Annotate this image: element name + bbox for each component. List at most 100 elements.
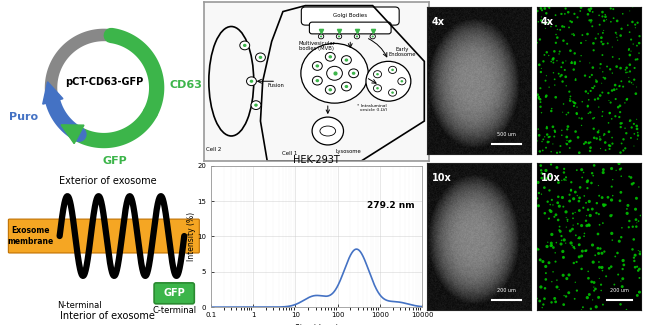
Point: [594, 65, 605, 71]
Text: Interior of exosome: Interior of exosome: [60, 311, 155, 321]
Point: [594, 128, 604, 133]
Point: [555, 150, 565, 155]
FancyBboxPatch shape: [302, 7, 399, 25]
Point: [586, 180, 597, 186]
Point: [564, 192, 575, 197]
Point: [589, 115, 600, 120]
Point: [576, 123, 587, 128]
Point: [561, 141, 572, 147]
Point: [543, 20, 553, 25]
Point: [595, 137, 606, 142]
Point: [589, 135, 600, 140]
Text: Golgi Bodies: Golgi Bodies: [333, 13, 367, 19]
Point: [563, 139, 574, 145]
Point: [608, 193, 618, 198]
Point: [572, 168, 582, 173]
Point: [545, 209, 556, 214]
Point: [552, 200, 563, 205]
Point: [541, 270, 551, 276]
Circle shape: [370, 34, 375, 39]
Point: [588, 41, 599, 46]
Point: [549, 129, 560, 135]
Point: [634, 275, 645, 280]
Point: [632, 133, 643, 138]
Point: [535, 99, 546, 105]
Circle shape: [344, 58, 348, 62]
Point: [586, 88, 596, 94]
Point: [533, 203, 544, 208]
Point: [535, 6, 546, 11]
Circle shape: [401, 80, 403, 83]
Point: [561, 175, 572, 180]
Point: [570, 233, 581, 238]
Point: [579, 231, 590, 236]
Point: [574, 195, 585, 201]
Point: [590, 77, 601, 83]
Point: [616, 26, 627, 31]
X-axis label: Size (d.nm): Size (d.nm): [295, 324, 338, 325]
Point: [594, 222, 605, 227]
Point: [595, 246, 606, 251]
Point: [565, 187, 576, 192]
Point: [592, 246, 603, 251]
Point: [568, 67, 579, 72]
Point: [570, 51, 580, 56]
Point: [602, 195, 613, 200]
Point: [583, 91, 594, 96]
Point: [555, 74, 565, 79]
Point: [557, 60, 568, 65]
Point: [588, 173, 598, 178]
Point: [541, 168, 551, 173]
Point: [546, 59, 557, 64]
Point: [550, 250, 561, 255]
Point: [627, 224, 638, 229]
Point: [534, 62, 545, 67]
Polygon shape: [61, 125, 84, 144]
Point: [630, 265, 641, 270]
Point: [541, 124, 552, 129]
Circle shape: [352, 72, 355, 75]
Point: [586, 20, 596, 25]
Point: [572, 105, 582, 110]
Point: [593, 31, 604, 36]
Point: [561, 276, 572, 281]
Point: [558, 38, 569, 43]
Point: [589, 84, 600, 89]
Text: pCT-CD63-GFP: pCT-CD63-GFP: [65, 77, 143, 87]
Point: [604, 143, 614, 148]
Point: [616, 174, 626, 179]
Point: [606, 213, 616, 218]
Point: [632, 43, 643, 48]
Point: [580, 140, 591, 145]
Point: [616, 279, 626, 284]
Point: [634, 33, 645, 39]
Text: * Intraluminal
  vesicle (I.LV): * Intraluminal vesicle (I.LV): [357, 103, 387, 112]
Text: Exterior of exosome: Exterior of exosome: [59, 176, 157, 186]
Point: [591, 304, 602, 309]
Point: [626, 125, 637, 130]
Point: [543, 240, 553, 245]
Point: [584, 18, 595, 23]
Point: [546, 109, 557, 114]
Point: [594, 265, 605, 270]
Point: [630, 217, 641, 222]
Circle shape: [320, 35, 322, 37]
Point: [575, 8, 586, 14]
Point: [545, 134, 555, 139]
Point: [561, 294, 572, 299]
Point: [551, 32, 561, 37]
Point: [584, 60, 595, 66]
Point: [543, 260, 554, 265]
Circle shape: [328, 55, 332, 58]
Point: [612, 86, 622, 92]
Point: [546, 240, 557, 246]
Point: [541, 277, 551, 282]
Point: [556, 11, 567, 17]
Point: [531, 296, 542, 301]
Point: [545, 162, 556, 167]
Point: [549, 296, 560, 301]
Point: [588, 48, 599, 53]
Point: [601, 274, 612, 279]
Point: [610, 30, 621, 35]
Point: [608, 16, 619, 21]
